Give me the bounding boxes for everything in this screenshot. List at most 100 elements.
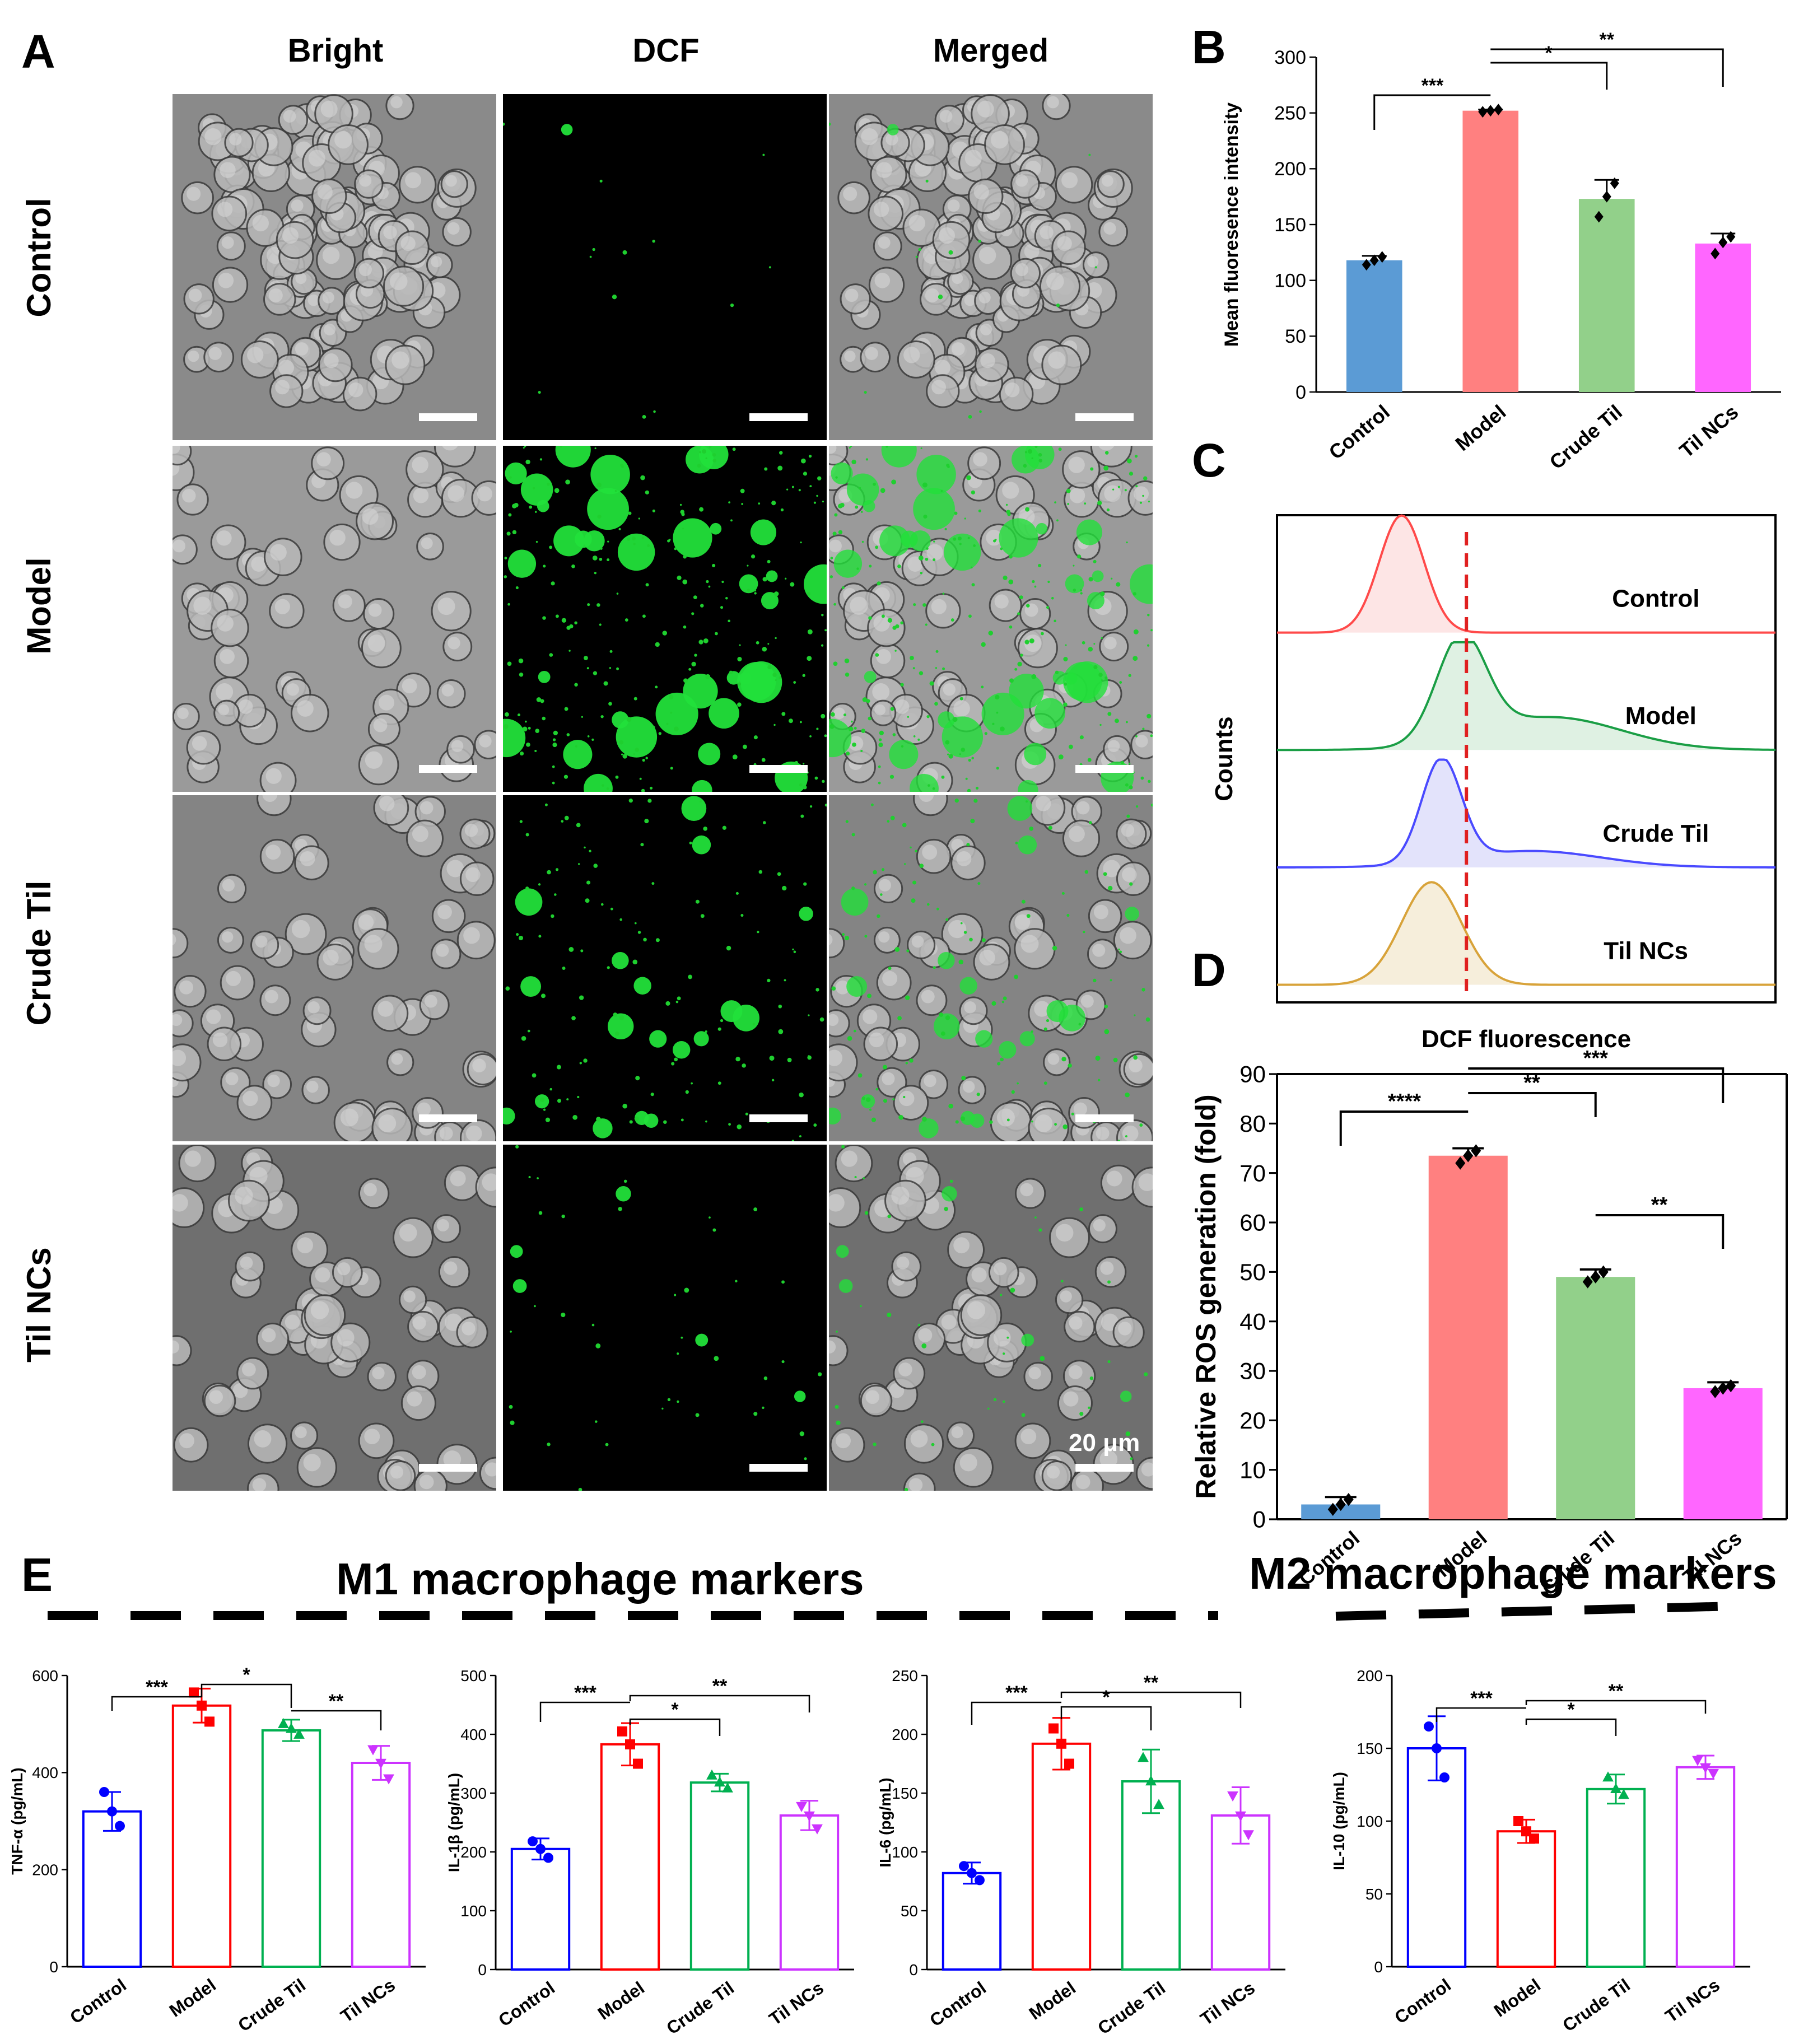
- dcf-signal-speck: [712, 563, 716, 568]
- dcf-signal-speck: [1095, 1056, 1101, 1061]
- dcf-signal-blob: [942, 1186, 957, 1202]
- cell-highlight: [1122, 1125, 1139, 1141]
- cell-highlight: [925, 288, 939, 302]
- dcf-signal-speck: [1000, 547, 1003, 550]
- cell-highlight: [843, 186, 857, 201]
- dcf-signal-speck: [1029, 827, 1033, 831]
- dcf-signal-speck: [594, 571, 597, 575]
- data-point: [1243, 1830, 1254, 1841]
- dcf-signal-speck: [564, 707, 568, 711]
- dcf-signal-speck: [593, 671, 598, 675]
- cell-highlight: [996, 1108, 1015, 1127]
- dcf-signal-speck: [1103, 465, 1109, 471]
- cell-highlight: [1020, 1429, 1037, 1445]
- dcf-signal-speck: [1129, 785, 1133, 790]
- dcf-signal-speck: [995, 694, 1000, 700]
- cell-highlight: [390, 1466, 404, 1479]
- cell-highlight: [876, 162, 892, 178]
- dcf-signal-speck: [1132, 592, 1137, 596]
- dcf-signal-speck: [682, 579, 688, 585]
- dcf-signal-speck: [720, 1019, 724, 1023]
- dcf-signal-speck: [709, 446, 712, 449]
- dcf-signal-speck: [1080, 592, 1083, 595]
- dcf-signal-speck: [851, 833, 855, 837]
- dcf-signal-speck: [915, 850, 917, 853]
- cell-highlight: [959, 1454, 977, 1472]
- dcf-signal-speck: [778, 1029, 784, 1034]
- dcf-signal-speck: [959, 753, 961, 755]
- cell-highlight: [421, 537, 433, 549]
- dcf-signal-blob: [1036, 522, 1048, 535]
- dcf-signal-speck: [897, 1016, 902, 1021]
- significance-bracket: [291, 1710, 382, 1730]
- dcf-signal-speck: [1088, 153, 1091, 156]
- histogram-fill-control: [1277, 515, 1775, 633]
- dcf-signal-speck: [864, 935, 868, 938]
- dcf-signal-speck: [954, 511, 958, 515]
- dcf-signal-speck: [830, 712, 835, 717]
- x-category-label: Til NCs: [1662, 1975, 1723, 2026]
- cell-highlight: [876, 648, 891, 664]
- dcf-signal-speck: [961, 748, 966, 752]
- dcf-signal-speck: [1062, 1124, 1068, 1130]
- data-point: [1594, 211, 1604, 223]
- dcf-signal-speck: [1040, 1356, 1045, 1361]
- data-point: [1521, 1826, 1531, 1837]
- cell-highlight: [226, 970, 241, 986]
- cell-highlight: [922, 844, 938, 860]
- dcf-signal-speck: [1083, 931, 1085, 934]
- y-tick-label: 0: [49, 1958, 58, 1976]
- dcf-signal-speck: [634, 922, 637, 925]
- y-tick-label: 0: [1253, 1506, 1266, 1533]
- dcf-signal-speck: [712, 452, 716, 457]
- dcf-signal-speck: [829, 122, 831, 126]
- data-point: [528, 1836, 538, 1847]
- dcf-signal-blob: [766, 570, 778, 582]
- dcf-signal-speck: [691, 661, 696, 667]
- dcf-signal-speck: [860, 511, 863, 513]
- y-tick-label: 300: [1274, 47, 1306, 68]
- dcf-signal-speck: [1055, 670, 1059, 675]
- cell-highlight: [956, 851, 972, 866]
- dcf-signal-speck: [904, 1487, 908, 1491]
- dcf-signal-speck: [909, 1058, 914, 1063]
- dcf-signal-speck: [596, 603, 600, 607]
- dcf-signal-speck: [737, 656, 742, 662]
- cell-highlight: [424, 995, 437, 1008]
- dcf-signal-speck: [881, 868, 885, 871]
- dcf-signal-speck: [947, 753, 949, 755]
- data-point: [1145, 1775, 1157, 1786]
- significance-bracket: [201, 1683, 292, 1708]
- dcf-signal-speck: [670, 711, 673, 714]
- dcf-signal-speck: [861, 540, 864, 543]
- dcf-signal-speck: [714, 1356, 719, 1361]
- bar-crude-til: [1578, 199, 1635, 392]
- dcf-signal-speck: [845, 936, 850, 941]
- dcf-signal-speck: [1026, 914, 1031, 918]
- cell-highlight: [297, 700, 314, 717]
- y-tick-label: 400: [32, 1764, 58, 1781]
- cell-highlight: [173, 539, 185, 553]
- cell-highlight: [379, 796, 395, 811]
- cell-highlight: [844, 351, 856, 362]
- dcf-signal-speck: [901, 745, 904, 748]
- dcf-signal-speck: [571, 564, 575, 568]
- dcf-signal-speck: [575, 745, 578, 748]
- dcf-signal-blob: [739, 574, 758, 594]
- dcf-signal-speck: [966, 843, 970, 847]
- dcf-signal-speck: [824, 804, 827, 807]
- cell-highlight: [216, 530, 232, 546]
- dcf-signal-blob: [910, 530, 931, 552]
- dcf-signal-speck: [587, 735, 590, 738]
- dcf-signal-speck: [875, 545, 879, 549]
- dcf-signal-speck: [674, 547, 677, 550]
- dcf-signal-speck: [764, 467, 768, 471]
- dcf-signal-speck: [856, 567, 859, 570]
- cell-highlight: [482, 1173, 496, 1191]
- significance-bracket: [1468, 1092, 1597, 1117]
- dcf-signal-speck: [1089, 1376, 1094, 1380]
- dcf-signal-speck: [968, 614, 972, 618]
- dcf-signal-speck: [683, 554, 687, 559]
- dcf-signal-speck: [781, 712, 786, 716]
- dcf-signal-speck: [579, 995, 584, 1000]
